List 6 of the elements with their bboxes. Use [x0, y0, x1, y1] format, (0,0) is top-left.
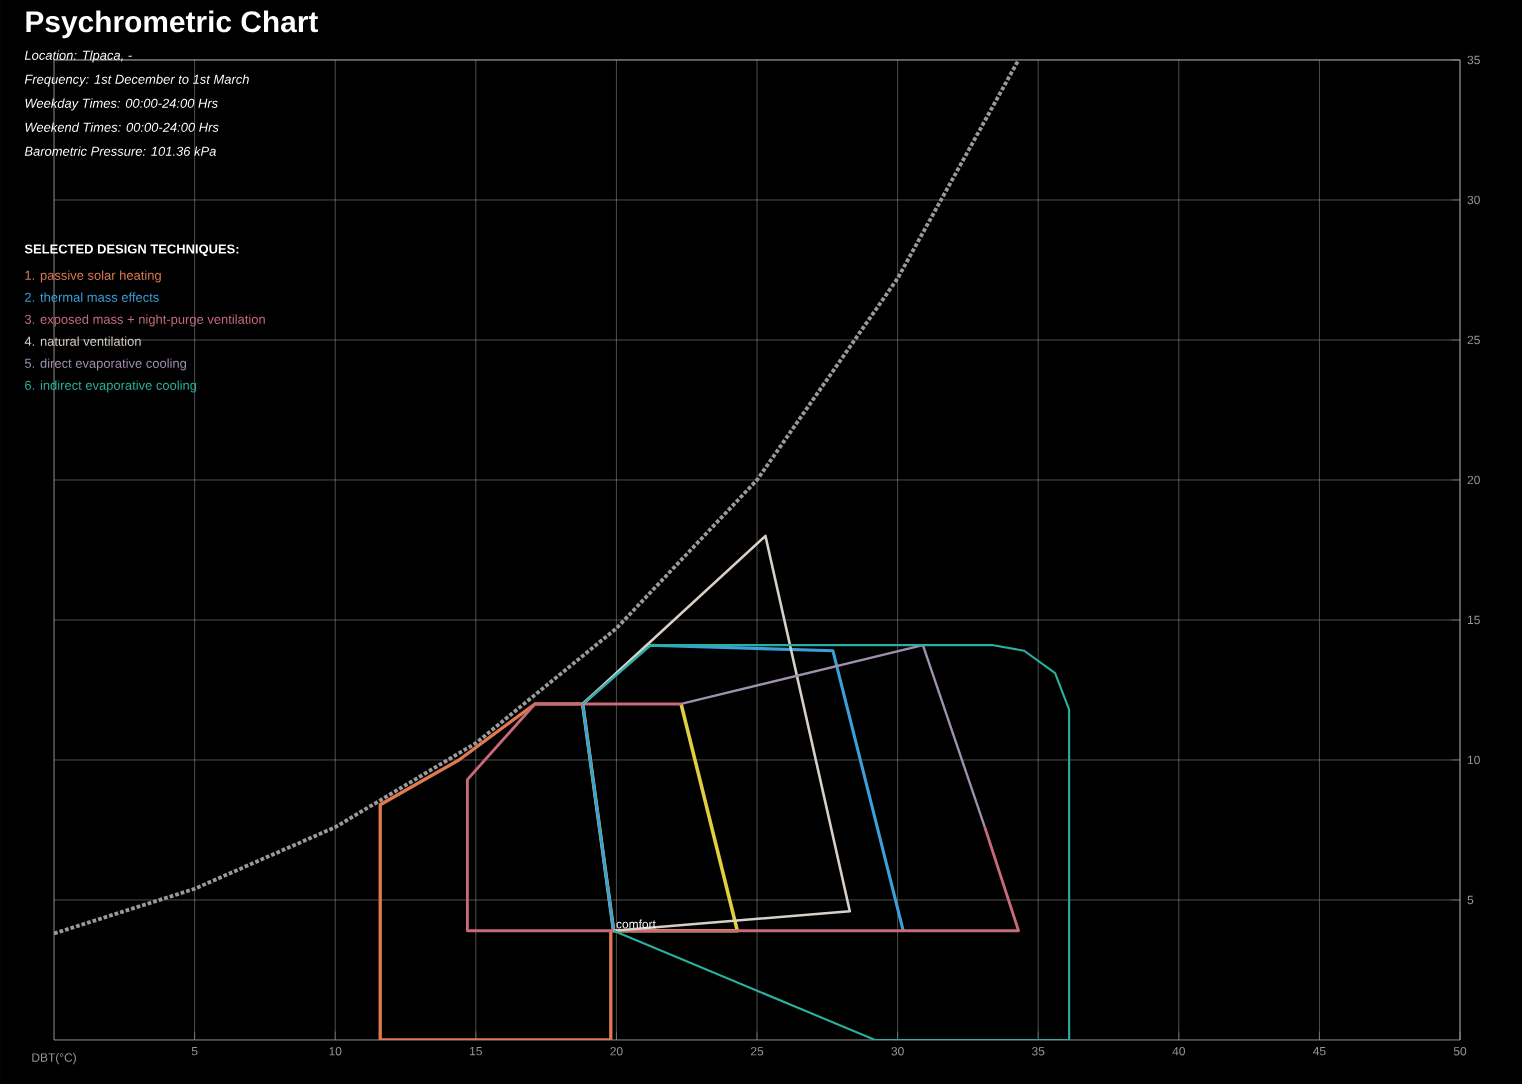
line-series: [465, 702, 1020, 933]
chart-title: Psychrometric Chart: [26, 10, 318, 39]
line-series: [581, 534, 852, 933]
line-series: [581, 643, 905, 933]
line-series: [581, 644, 1071, 1040]
line-series: [378, 702, 613, 1040]
